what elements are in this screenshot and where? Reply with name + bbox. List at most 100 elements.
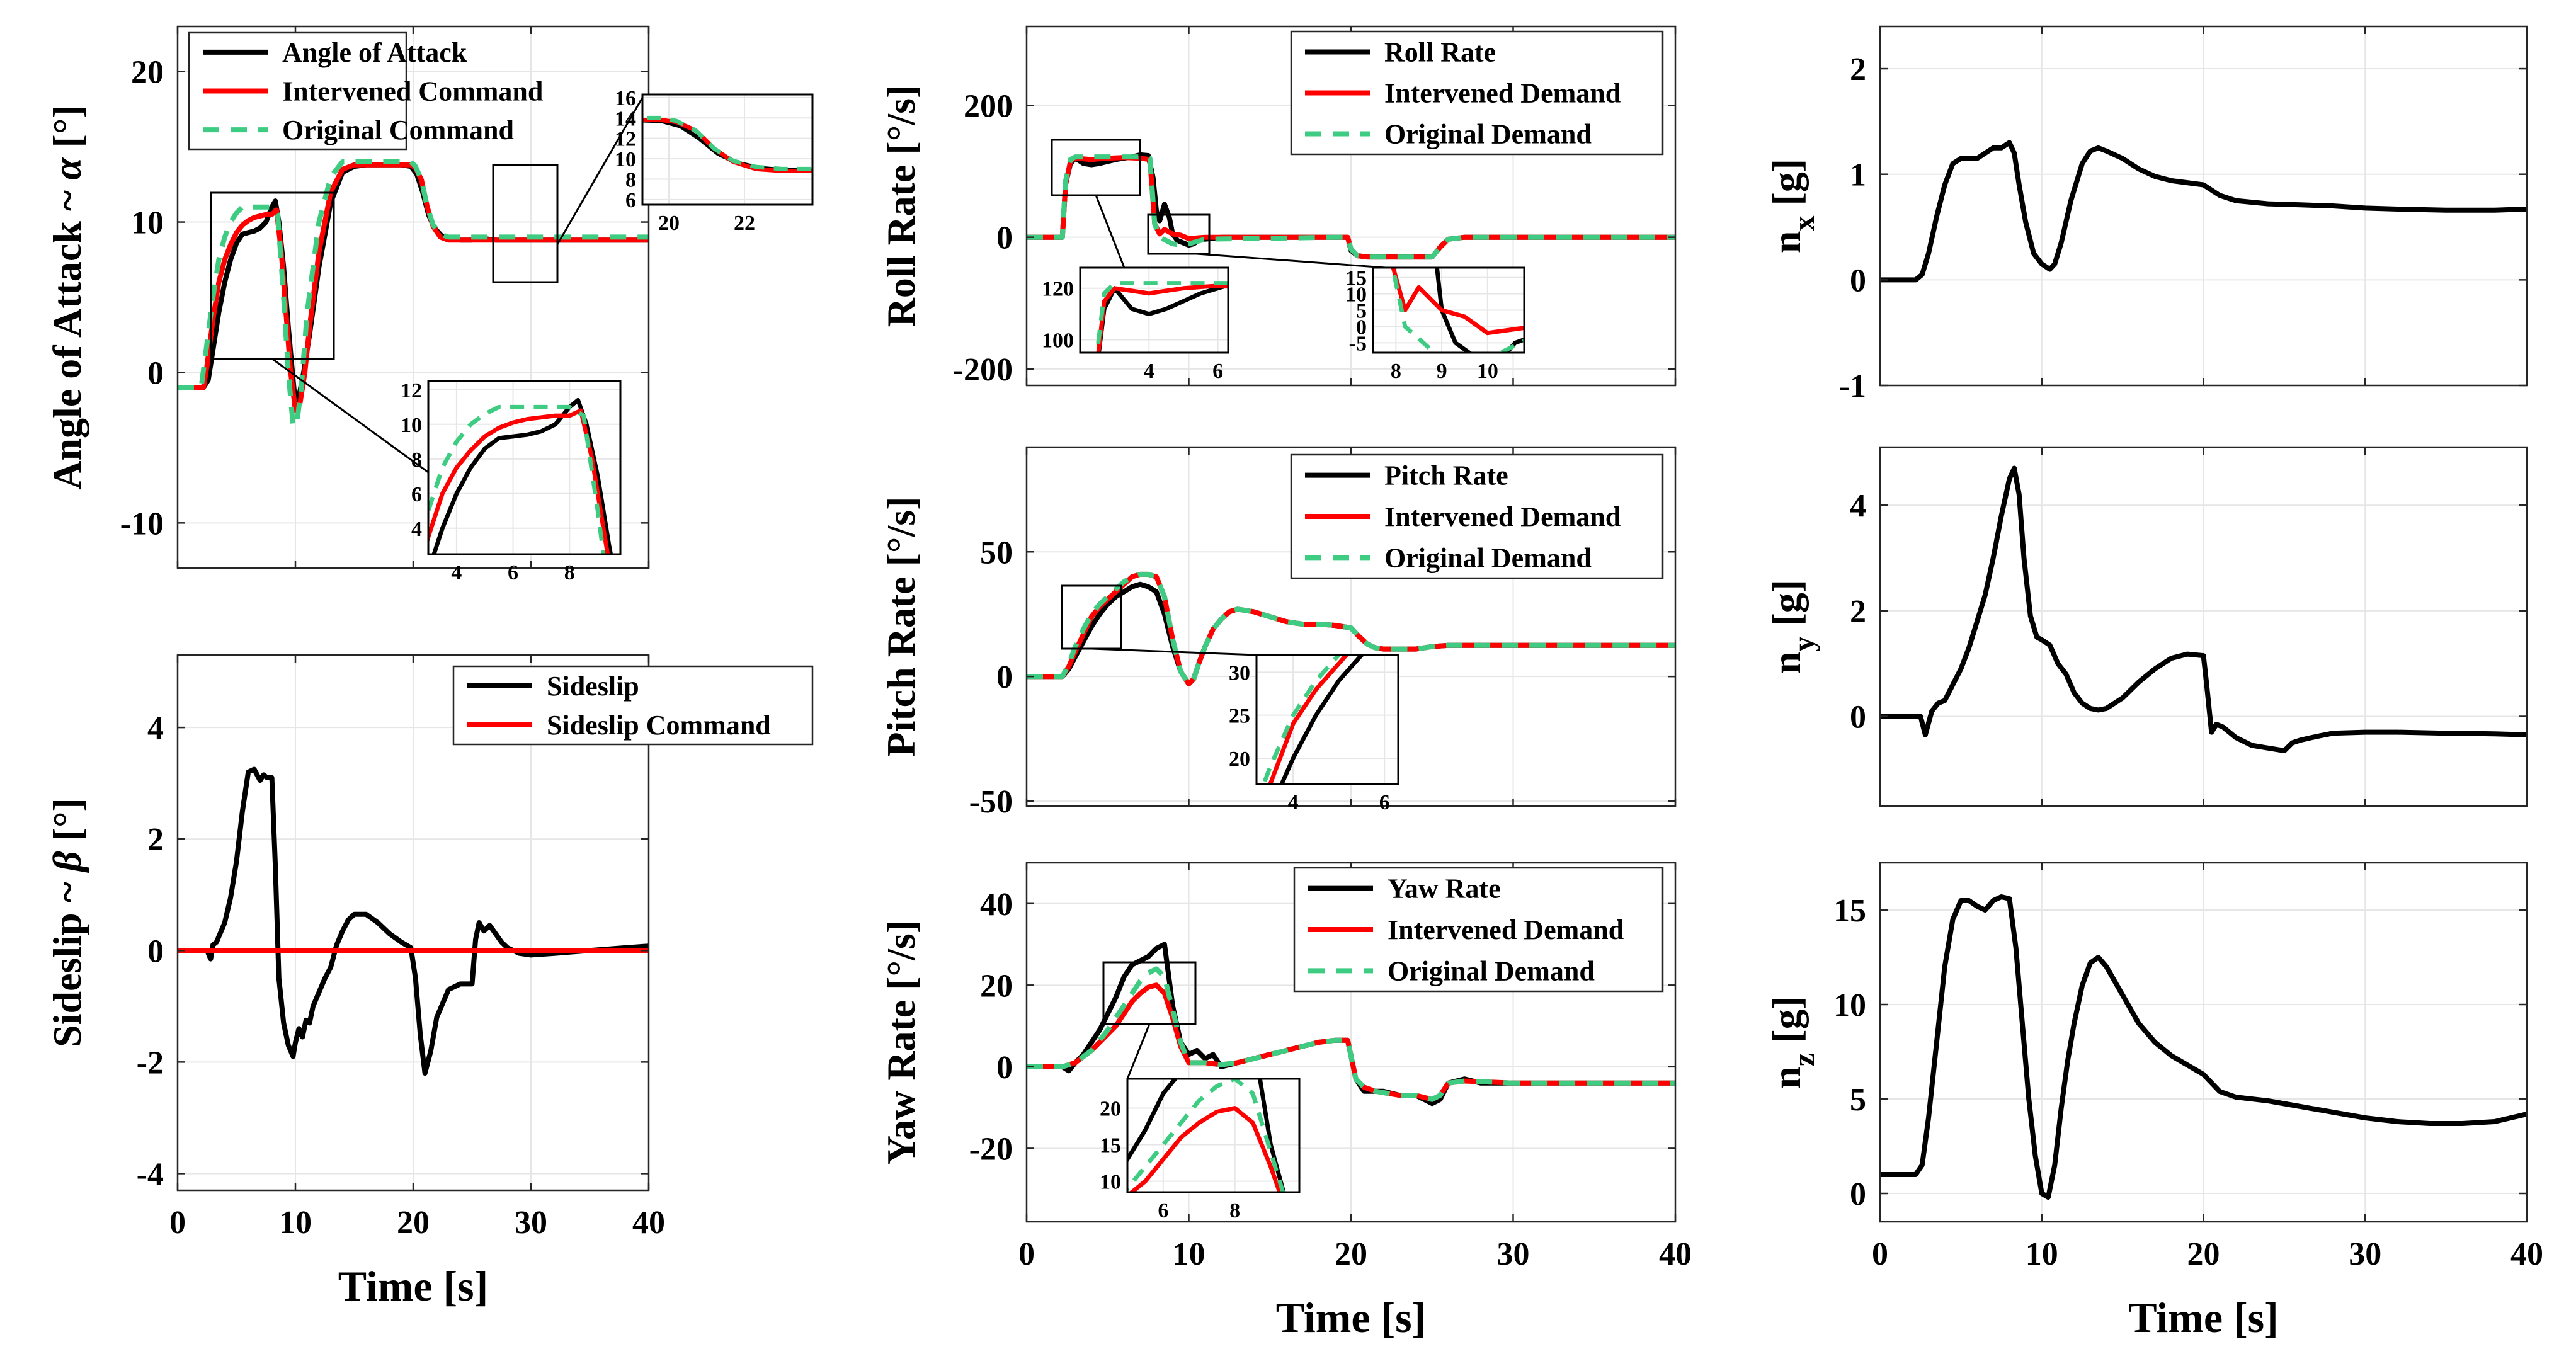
inset-background	[428, 381, 620, 554]
legend-label: Roll Rate	[1384, 37, 1496, 68]
y-tick-label: 0	[1850, 263, 1866, 299]
inset-y-tick-label: 10	[1100, 1171, 1121, 1194]
y-tick-label: -1	[1839, 368, 1866, 404]
y-axis-title-unit: [°]	[45, 798, 89, 851]
inset-y-tick-label: 10	[1345, 283, 1367, 307]
legend: Pitch Rate Intervened Demand Original Dema…	[1290, 453, 1664, 579]
y-axis-title-main: Pitch Rate [°/s]	[879, 496, 923, 756]
legend-label: Yaw Rate	[1388, 874, 1501, 904]
y-axis-title: Sideslip ~ β [°]	[45, 798, 89, 1047]
series-line-n-x	[1880, 140, 2527, 283]
inset-y-tick-label: 15	[1345, 267, 1367, 290]
y-tick-label: 4	[147, 710, 164, 746]
y-tick-label: 20	[131, 55, 164, 91]
inset-y-tick-label: 6	[411, 483, 422, 506]
legend-label: Intervened Demand	[1384, 78, 1621, 109]
series-line-intervened-demand	[1268, 655, 1350, 784]
panel-yaw-rate: 0 10 20 30 40 -20 0 20 40 Time [s] Yaw Rate [°/s] 6…	[879, 862, 1692, 1341]
legend-label: Original Demand	[1384, 119, 1592, 150]
x-tick-label: 30	[515, 1205, 547, 1241]
x-tick-label: 20	[1335, 1236, 1367, 1272]
x-tick-label: 40	[632, 1205, 665, 1241]
y-axis-title: nx [g]	[1764, 159, 1821, 253]
panel-nz: 0 10 20 30 40 0 5 10 15 Time [s] nz [g]	[1764, 862, 2543, 1341]
y-tick-label: 15	[1833, 893, 1866, 929]
inset-y-tick-label: 0	[1356, 316, 1367, 339]
series-line-intervened-command	[428, 408, 610, 554]
y-tick-label: 1	[1850, 157, 1866, 193]
legend-label: Original Demand	[1388, 955, 1595, 986]
inset-y-tick-label: 8	[625, 168, 636, 191]
inset-x-tick-label: 4	[1144, 360, 1154, 383]
y-tick-label: -10	[120, 506, 164, 542]
zoom-region-box	[492, 164, 559, 283]
y-tick-label: -4	[137, 1156, 164, 1192]
y-axis-title: Angle of Attack ~ α [°]	[45, 105, 89, 490]
x-tick-label: 0	[1018, 1236, 1035, 1272]
x-tick-label: 0	[169, 1205, 186, 1241]
series-line-original-demand	[1095, 281, 1228, 353]
y-tick-label: 20	[980, 968, 1013, 1004]
series-line-n-y	[1880, 465, 2527, 753]
y-axis-title-unit: [g]	[1764, 159, 1809, 216]
y-axis-title: nz [g]	[1764, 996, 1821, 1089]
x-tick-label: 10	[2026, 1236, 2058, 1272]
y-tick-label: 200	[964, 89, 1013, 125]
series-line-original-demand	[1027, 571, 1675, 686]
inset-y-tick-label: 16	[615, 87, 636, 110]
x-tick-label: 0	[1872, 1236, 1888, 1272]
y-axis-title-main: Sideslip ~	[45, 872, 89, 1047]
legend: Angle of Attack Intervened Command Origina…	[188, 31, 543, 151]
legend-label: Angle of Attack	[282, 37, 467, 68]
inset-plot: 4 6 20 25 30	[1229, 654, 1399, 814]
inset-x-tick-label: 8	[564, 561, 575, 584]
inset-x-tick-label: 22	[734, 212, 755, 235]
series-line-angle-of-attack	[431, 397, 613, 554]
y-tick-label: 4	[1850, 488, 1866, 524]
x-tick-label: 10	[1173, 1236, 1205, 1272]
y-tick-label: 50	[980, 535, 1013, 571]
inset-x-tick-label: 9	[1437, 360, 1447, 383]
y-tick-label: -50	[969, 784, 1013, 820]
inset-frame	[641, 93, 814, 206]
series-line-roll-rate	[1097, 283, 1228, 353]
zoom-region-box	[1147, 213, 1211, 255]
legend-box	[452, 665, 814, 746]
inset-x-tick-label: 6	[1379, 791, 1390, 814]
series-line-yaw-rate	[1127, 1079, 1286, 1192]
y-tick-label: 0	[996, 659, 1013, 695]
zoom-connector-line	[1126, 1023, 1151, 1079]
y-axis-title: Yaw Rate [°/s]	[879, 920, 923, 1164]
legend-label: Original Command	[282, 115, 514, 145]
y-tick-label: 0	[996, 220, 1013, 256]
x-tick-label: 30	[1497, 1236, 1530, 1272]
zoom-connector-line	[556, 97, 644, 245]
y-tick-label: 0	[1850, 700, 1866, 736]
inset-x-tick-label: 6	[1158, 1199, 1168, 1222]
y-tick-label: 2	[1850, 594, 1866, 630]
panel-ny: 0 2 4 ny [g]	[1764, 446, 2528, 807]
inset-y-tick-label: 120	[1042, 278, 1074, 301]
inset-plot: 6 8 10 15 20	[1100, 1078, 1301, 1222]
inset-y-tick-label: 12	[615, 128, 636, 151]
legend: Yaw Rate Intervened Demand Original Demand	[1293, 867, 1664, 993]
inset-y-tick-label: 8	[411, 448, 422, 472]
x-tick-label: 10	[279, 1205, 312, 1241]
inset-y-tick-label: 25	[1229, 705, 1250, 728]
legend-label: Original Demand	[1384, 542, 1592, 573]
inset-y-tick-label: 10	[615, 148, 636, 171]
y-axis-title-unit: [g]	[1764, 996, 1809, 1053]
y-axis-title-symbol: α	[45, 157, 89, 180]
inset-y-tick-label: 20	[1100, 1097, 1121, 1120]
y-tick-label: 0	[147, 355, 164, 391]
y-tick-label: 2	[147, 822, 164, 858]
y-axis-title-main: Angle of Attack ~	[45, 180, 89, 490]
series-line-original-demand	[1027, 966, 1675, 1102]
y-axis-title-subscript: y	[1787, 637, 1821, 652]
y-tick-label: 2	[1850, 52, 1866, 88]
series-line-intervened-demand	[1391, 268, 1524, 336]
inset-y-tick-label: 12	[401, 379, 422, 402]
inset-frame	[1255, 654, 1399, 785]
y-axis-title: Roll Rate [°/s]	[879, 85, 923, 327]
